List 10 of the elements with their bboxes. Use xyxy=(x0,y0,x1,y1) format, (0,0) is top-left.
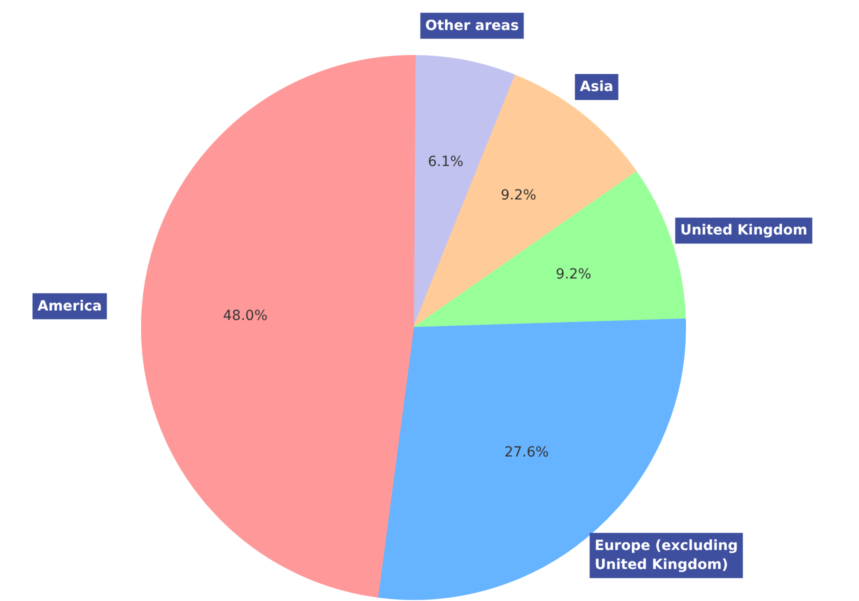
data-label: 9.2% xyxy=(500,188,536,204)
data-label: 9.2% xyxy=(556,266,592,282)
slice-label: America xyxy=(38,298,102,314)
slice-label: Other areas xyxy=(425,18,519,34)
slice-label: Asia xyxy=(580,79,614,96)
slice-label: Europe (excluding United Kingdom) xyxy=(594,538,738,574)
data-label: 6.1% xyxy=(428,154,464,170)
data-label: 27.6% xyxy=(504,444,549,461)
data-label: 48.0% xyxy=(223,308,268,324)
slice-label: United Kingdom xyxy=(680,222,808,239)
